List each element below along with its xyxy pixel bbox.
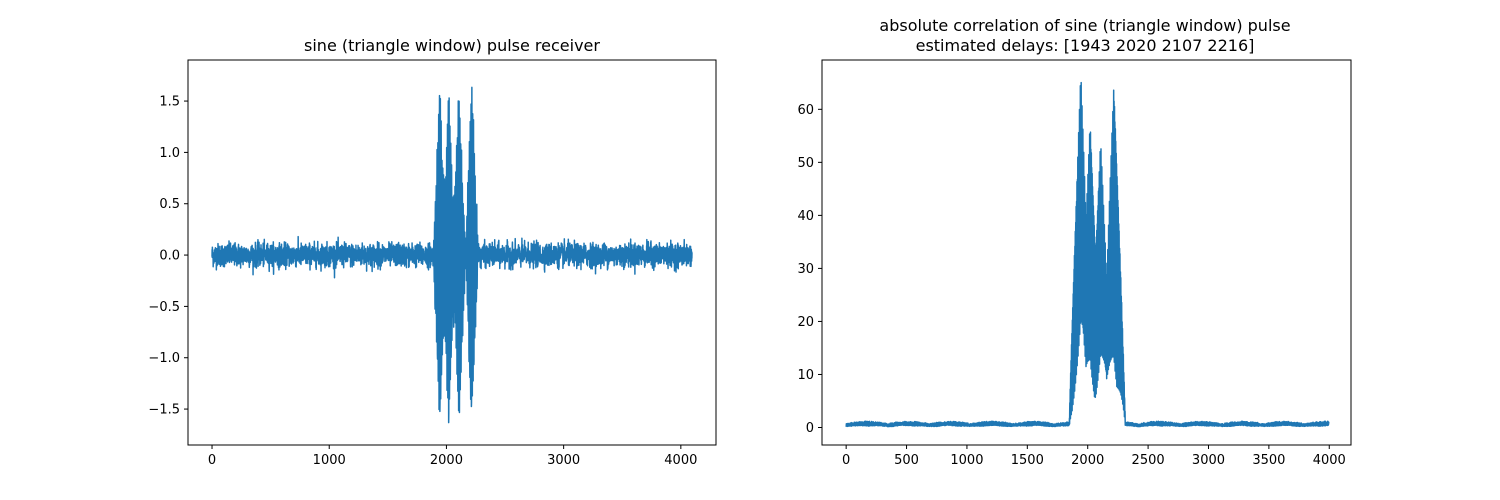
left-plot-frame [187, 59, 717, 446]
right-chart-title-line2: estimated delays: [1943 2020 2107 2216] [916, 36, 1255, 55]
left-y-tick-label: −1.0 [148, 351, 180, 366]
right-subplot: absolute correlation of sine (triangle w… [797, 16, 1352, 468]
right-chart-title-line1: absolute correlation of sine (triangle w… [879, 16, 1290, 35]
right-y-axis-ticks: 0 10 20 30 40 50 60 [797, 103, 822, 436]
right-y-tick-label: 40 [797, 209, 814, 224]
left-x-tick-label: 1000 [313, 453, 346, 468]
right-x-tick-label: 1000 [950, 453, 983, 468]
right-x-tick-label: 3000 [1192, 453, 1225, 468]
left-y-tick-label: 0.0 [159, 249, 180, 264]
right-y-tick-label: 0 [806, 421, 814, 436]
left-x-tick-label: 2000 [430, 453, 463, 468]
left-y-tick-label: 0.5 [159, 197, 180, 212]
left-y-tick-label: −1.5 [148, 403, 180, 418]
right-x-tick-label: 4000 [1313, 453, 1346, 468]
right-correlation-line [845, 81, 1330, 428]
right-x-tick-label: 2500 [1132, 453, 1165, 468]
left-x-tick-label: 3000 [547, 453, 580, 468]
right-y-tick-label: 20 [797, 315, 814, 330]
right-x-axis-ticks: 0 500 1000 1500 2000 2500 3000 3500 4000 [842, 445, 1346, 468]
right-y-tick-label: 30 [797, 262, 814, 277]
left-signal-series [211, 86, 693, 424]
left-x-tick-label: 4000 [664, 453, 697, 468]
right-x-tick-label: 3500 [1252, 453, 1285, 468]
right-x-tick-label: 500 [894, 453, 919, 468]
left-y-axis-ticks: −1.5 −1.0 −0.5 0.0 0.5 1.0 1.5 [148, 95, 188, 418]
right-y-tick-label: 10 [797, 368, 814, 383]
right-x-tick-label: 1500 [1011, 453, 1044, 468]
right-y-tick-label: 60 [797, 103, 814, 118]
left-signal-line [211, 86, 693, 424]
left-y-tick-label: −0.5 [148, 300, 180, 315]
left-subplot: sine (triangle window) pulse receiver 0 1… [148, 36, 717, 468]
right-x-tick-label: 0 [842, 453, 850, 468]
left-y-tick-label: 1.5 [159, 95, 180, 110]
right-x-tick-label: 2000 [1071, 453, 1104, 468]
right-plot-frame [821, 59, 1352, 446]
right-y-tick-label: 50 [797, 156, 814, 171]
left-chart-title: sine (triangle window) pulse receiver [304, 36, 600, 55]
left-x-axis-ticks: 0 1000 2000 3000 4000 [208, 445, 697, 468]
left-y-tick-label: 1.0 [159, 146, 180, 161]
left-x-tick-label: 0 [208, 453, 216, 468]
right-correlation-series [845, 81, 1330, 428]
